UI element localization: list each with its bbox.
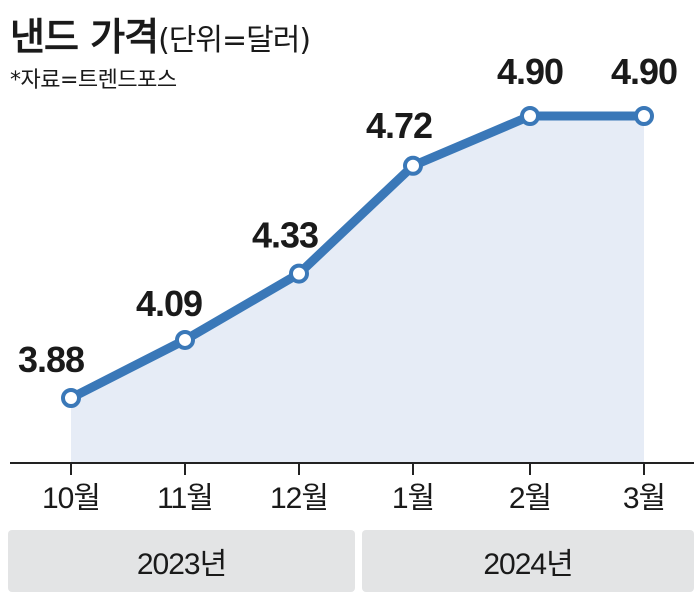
chart-title-row: 낸드 가격(단위=달러): [10, 6, 311, 61]
x-tick-label: 11월: [157, 482, 213, 515]
year-group-2024: 2024년: [362, 530, 694, 592]
data-point: [289, 263, 309, 284]
data-label: 4.72: [366, 105, 432, 146]
x-tick-label: 3월: [623, 482, 665, 515]
chart-unit: (단위=달러): [158, 23, 311, 58]
data-label: 4.09: [136, 283, 202, 324]
data-point: [403, 155, 423, 176]
x-tick-label: 10월: [42, 482, 100, 515]
chart-area-fill: [71, 116, 644, 463]
x-tick-label: 1월: [392, 482, 434, 515]
year-group-2023: 2023년: [8, 530, 355, 592]
x-tick-label: 2월: [509, 482, 551, 515]
data-point: [520, 106, 540, 126]
data-label: 4.33: [252, 215, 318, 256]
data-label: 4.90: [497, 51, 563, 92]
year-group-label: 2023년: [136, 548, 227, 581]
data-point: [634, 106, 654, 126]
year-group-label: 2024년: [483, 548, 573, 581]
data-point: [175, 329, 195, 350]
x-tick-label: 12월: [270, 482, 328, 515]
data-point: [61, 388, 81, 408]
data-label: 4.90: [611, 51, 677, 92]
data-label: 3.88: [18, 339, 84, 380]
chart-title: 낸드 가격: [10, 15, 159, 59]
chart-source: *자료=트렌드포스: [10, 68, 177, 93]
series-line: [66, 111, 649, 403]
